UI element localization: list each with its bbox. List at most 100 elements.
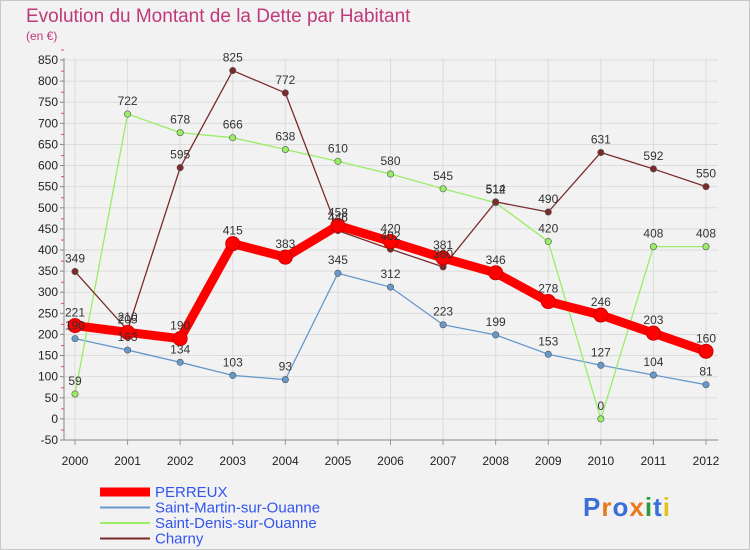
data-point xyxy=(330,218,346,234)
data-label: 160 xyxy=(696,331,716,345)
x-tick-label: 2003 xyxy=(219,454,246,468)
y-tick-label: 350 xyxy=(38,264,58,278)
data-label: 383 xyxy=(275,237,295,251)
data-label: 638 xyxy=(275,130,295,144)
data-point xyxy=(281,89,289,97)
chart-subtitle: (en €) xyxy=(26,29,57,43)
data-point xyxy=(544,350,552,358)
data-label: 246 xyxy=(591,295,611,309)
data-label: 153 xyxy=(538,334,558,348)
y-tick-label: 850 xyxy=(38,53,58,67)
data-label: 134 xyxy=(170,342,190,356)
y-tick-label: 450 xyxy=(38,222,58,236)
data-label: 190 xyxy=(65,319,85,333)
data-labels: 190 163 134 103 93 345 312 223 199 153 127 104 81 59 7… xyxy=(65,51,716,413)
data-point xyxy=(702,183,710,191)
data-point xyxy=(124,346,132,354)
data-label: 402 xyxy=(380,229,400,243)
legend-label: Saint-Martin-sur-Ouanne xyxy=(155,500,320,517)
y-tick-label: 750 xyxy=(38,95,58,109)
y-tick-label: 100 xyxy=(38,370,58,384)
data-point xyxy=(492,198,500,206)
data-label: 580 xyxy=(380,154,400,168)
data-label: 420 xyxy=(538,222,558,236)
data-point xyxy=(698,343,714,359)
data-point xyxy=(386,283,394,291)
x-tick-label: 2011 xyxy=(641,454,667,468)
data-label: 514 xyxy=(486,182,506,196)
data-label: 772 xyxy=(275,73,295,87)
data-label: 312 xyxy=(380,267,400,281)
data-point xyxy=(544,208,552,216)
data-label: 666 xyxy=(223,118,243,132)
data-point xyxy=(597,361,605,369)
data-point xyxy=(702,243,710,251)
data-point xyxy=(176,164,184,172)
y-tick-label: 800 xyxy=(38,74,58,88)
data-point xyxy=(492,331,500,339)
data-point xyxy=(334,269,342,277)
data-point xyxy=(176,358,184,366)
series-layer xyxy=(67,67,714,423)
data-label: 446 xyxy=(328,211,348,225)
legend-label: Saint-Denis-sur-Ouanne xyxy=(155,515,317,532)
data-point xyxy=(71,335,79,343)
data-point xyxy=(281,376,289,384)
data-point xyxy=(277,249,293,265)
x-tick-label: 2002 xyxy=(167,454,194,468)
data-point xyxy=(67,318,83,334)
data-label: 631 xyxy=(591,132,611,146)
data-label: 408 xyxy=(696,227,716,241)
data-label: 205 xyxy=(118,312,138,326)
x-tick-label: 2005 xyxy=(325,454,352,468)
y-tick-label: 0 xyxy=(51,412,58,426)
data-label: 93 xyxy=(279,360,293,374)
data-point xyxy=(597,415,605,423)
data-label: 346 xyxy=(486,253,506,267)
x-tick-label: 2008 xyxy=(482,454,509,468)
data-point xyxy=(597,148,605,156)
legend: PERREUXSaint-Martin-sur-OuanneSaint-Deni… xyxy=(100,484,320,548)
data-label: 592 xyxy=(643,149,663,163)
data-label: 59 xyxy=(68,374,82,388)
data-label: 190 xyxy=(170,319,190,333)
data-label: 163 xyxy=(118,330,138,344)
data-point xyxy=(124,110,132,118)
data-label: 678 xyxy=(170,113,190,127)
data-label: 199 xyxy=(486,315,506,329)
data-point xyxy=(544,238,552,246)
data-point xyxy=(593,307,609,323)
data-point xyxy=(649,371,657,379)
axes: -50 0 50 100 150 200 250 300 350 400 450 500 550 600 6… xyxy=(38,49,720,468)
data-point xyxy=(120,324,136,340)
data-label: 127 xyxy=(591,345,611,359)
data-point xyxy=(71,390,79,398)
y-tick-label: 300 xyxy=(38,285,58,299)
data-label: 203 xyxy=(643,313,663,327)
data-label: 825 xyxy=(223,51,243,65)
y-tick-label: 700 xyxy=(38,116,58,130)
data-label: 610 xyxy=(328,141,348,155)
data-label: 722 xyxy=(118,94,138,108)
data-point xyxy=(176,129,184,137)
data-point xyxy=(645,325,661,341)
data-label: 81 xyxy=(699,365,713,379)
data-point xyxy=(649,165,657,173)
y-tick-label: 650 xyxy=(38,137,58,151)
chart-title: Evolution du Montant de la Dette par Hab… xyxy=(26,6,411,27)
data-label: 545 xyxy=(433,169,453,183)
data-label: 349 xyxy=(65,252,85,266)
data-label: 104 xyxy=(643,355,663,369)
data-label: 550 xyxy=(696,167,716,181)
x-tick-label: 2007 xyxy=(430,454,457,468)
data-label: 420 xyxy=(380,222,400,236)
data-label: 221 xyxy=(65,306,85,320)
data-point xyxy=(383,234,398,250)
data-label: 512 xyxy=(486,183,506,197)
data-point xyxy=(229,67,237,75)
data-point xyxy=(229,371,237,379)
data-point xyxy=(386,170,394,178)
data-point xyxy=(439,321,447,329)
logo-text: Proxiti xyxy=(583,492,671,522)
